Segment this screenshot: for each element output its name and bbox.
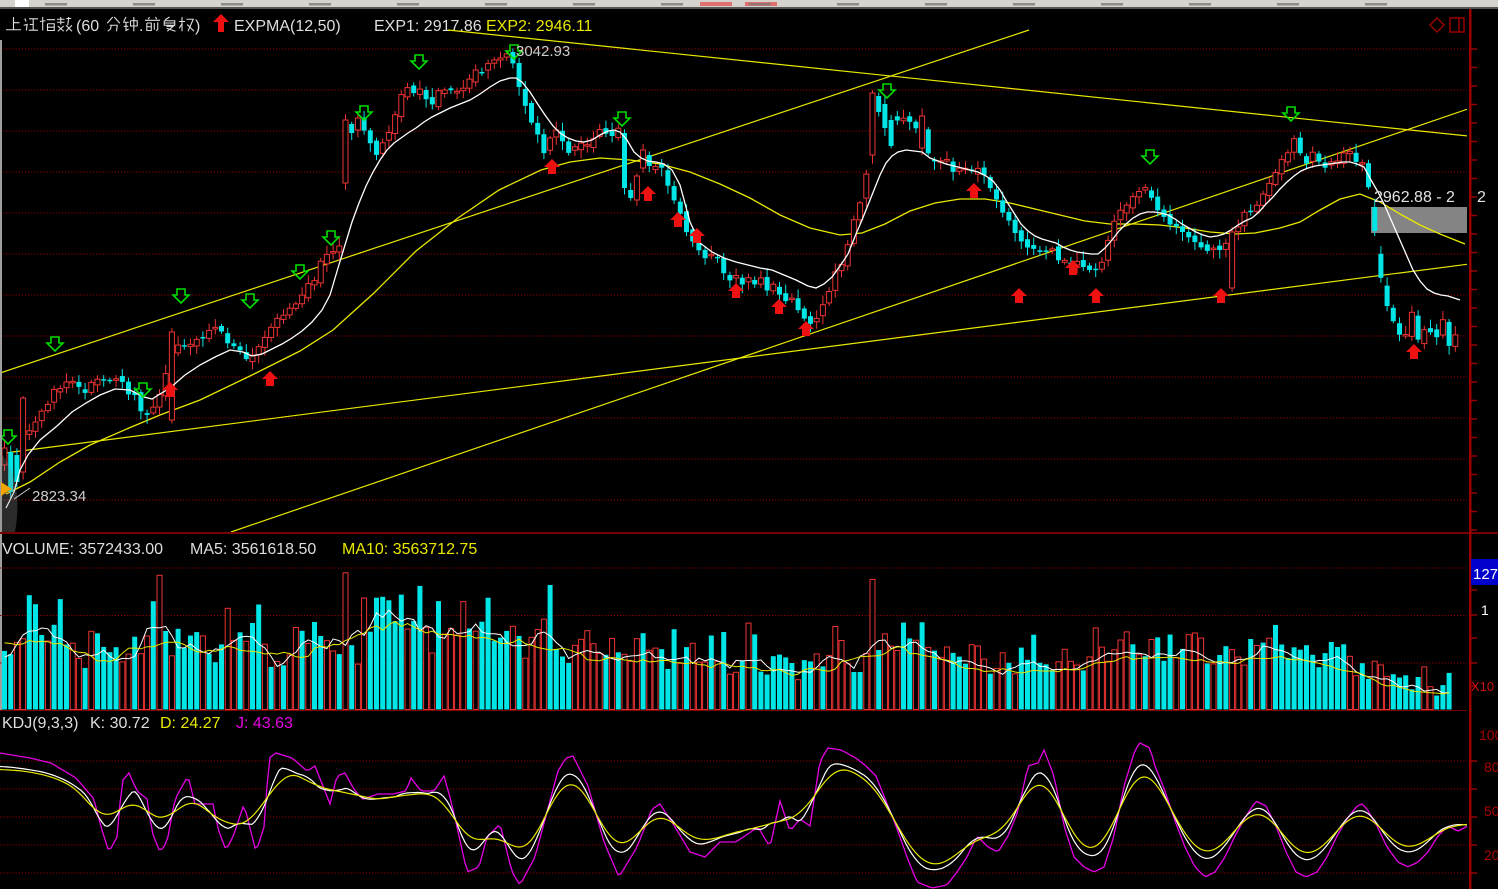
svg-text:KDJ(9,3,3): KDJ(9,3,3) <box>2 715 78 732</box>
svg-text:MA5: 3561618.50: MA5: 3561618.50 <box>190 541 316 558</box>
svg-text:MA10: 3563712.75: MA10: 3563712.75 <box>342 541 477 558</box>
svg-text:J: 43.63: J: 43.63 <box>236 715 293 732</box>
svg-text:EXP2: 2946.11: EXP2: 2946.11 <box>486 18 593 35</box>
svg-text:VOLUME: 3572433.00: VOLUME: 3572433.00 <box>2 541 163 558</box>
svg-text:20: 20 <box>1484 847 1498 863</box>
svg-text:.: . <box>139 18 143 35</box>
svg-text:K: 30.72: K: 30.72 <box>90 715 150 732</box>
svg-text:127: 127 <box>1473 566 1498 583</box>
svg-text:): ) <box>195 18 200 35</box>
svg-text:EXPMA(12,50): EXPMA(12,50) <box>234 18 341 35</box>
svg-text:2: 2 <box>1477 189 1486 206</box>
svg-text:100: 100 <box>1479 727 1498 743</box>
svg-text:80: 80 <box>1484 759 1498 775</box>
svg-text:3042.93: 3042.93 <box>516 43 570 60</box>
svg-text:EXP1: 2917.86: EXP1: 2917.86 <box>374 18 482 35</box>
svg-text:2823.34: 2823.34 <box>32 488 86 505</box>
svg-text:1: 1 <box>1481 602 1489 618</box>
svg-text:(60: (60 <box>76 18 99 35</box>
svg-text:D: 24.27: D: 24.27 <box>160 715 221 732</box>
svg-text:2962.88 - 2: 2962.88 - 2 <box>1374 189 1455 206</box>
svg-text:50: 50 <box>1484 803 1498 819</box>
svg-text:X10: X10 <box>1471 679 1494 694</box>
